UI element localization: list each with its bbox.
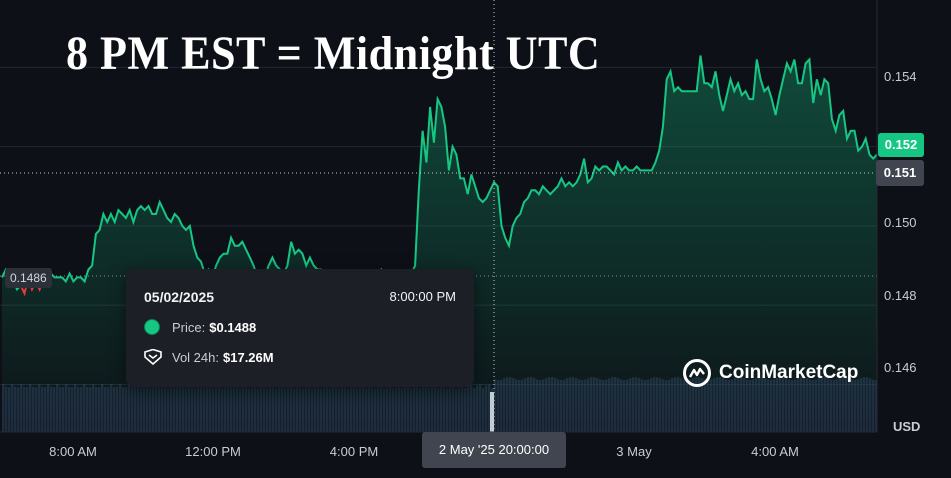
crosshair-price-tag: 0.151 xyxy=(876,160,924,186)
tooltip-volume-label: Vol 24h: xyxy=(172,349,219,365)
hover-tooltip: 05/02/2025 8:00:00 PM Price: $0.1488 Vol… xyxy=(126,269,474,387)
coinmarketcap-logo-icon xyxy=(683,359,711,387)
y-tick-label: 0.150 xyxy=(884,215,917,230)
x-tick-label: 12:00 PM xyxy=(185,444,241,459)
headline-text: 8 PM EST = Midnight UTC xyxy=(66,27,601,80)
x-tick-label: 8:00 AM xyxy=(49,444,97,459)
y-tick-label: 0.154 xyxy=(884,69,917,84)
x-tick-label: 4:00 AM xyxy=(751,444,799,459)
current-price-tag: 0.152 xyxy=(878,133,924,157)
price-dot-icon xyxy=(144,319,160,335)
brand-name: CoinMarketCap xyxy=(719,362,859,383)
start-price-tag: 0.1486 xyxy=(5,268,52,288)
crosshair-time-tag: 2 May '25 20:00:00 xyxy=(422,432,566,468)
y-tick-label: 0.146 xyxy=(884,360,917,375)
currency-label: USD xyxy=(893,419,921,434)
tooltip-price-row: Price: $0.1488 xyxy=(144,319,256,335)
tooltip-price-label: Price: xyxy=(172,319,206,335)
tooltip-volume-value: $17.26M xyxy=(223,349,274,365)
coinmarketcap-watermark: CoinMarketCap xyxy=(682,358,858,388)
tooltip-time: 8:00:00 PM xyxy=(389,289,457,304)
x-tick-label: 3 May xyxy=(616,444,652,459)
tooltip-price-value: $0.1488 xyxy=(209,319,257,335)
y-tick-label: 0.148 xyxy=(884,288,917,303)
volume-icon xyxy=(144,349,162,365)
tooltip-volume-row: Vol 24h: $17.26M xyxy=(144,349,274,365)
tooltip-date: 05/02/2025 xyxy=(144,289,215,305)
x-tick-label: 4:00 PM xyxy=(329,444,379,459)
